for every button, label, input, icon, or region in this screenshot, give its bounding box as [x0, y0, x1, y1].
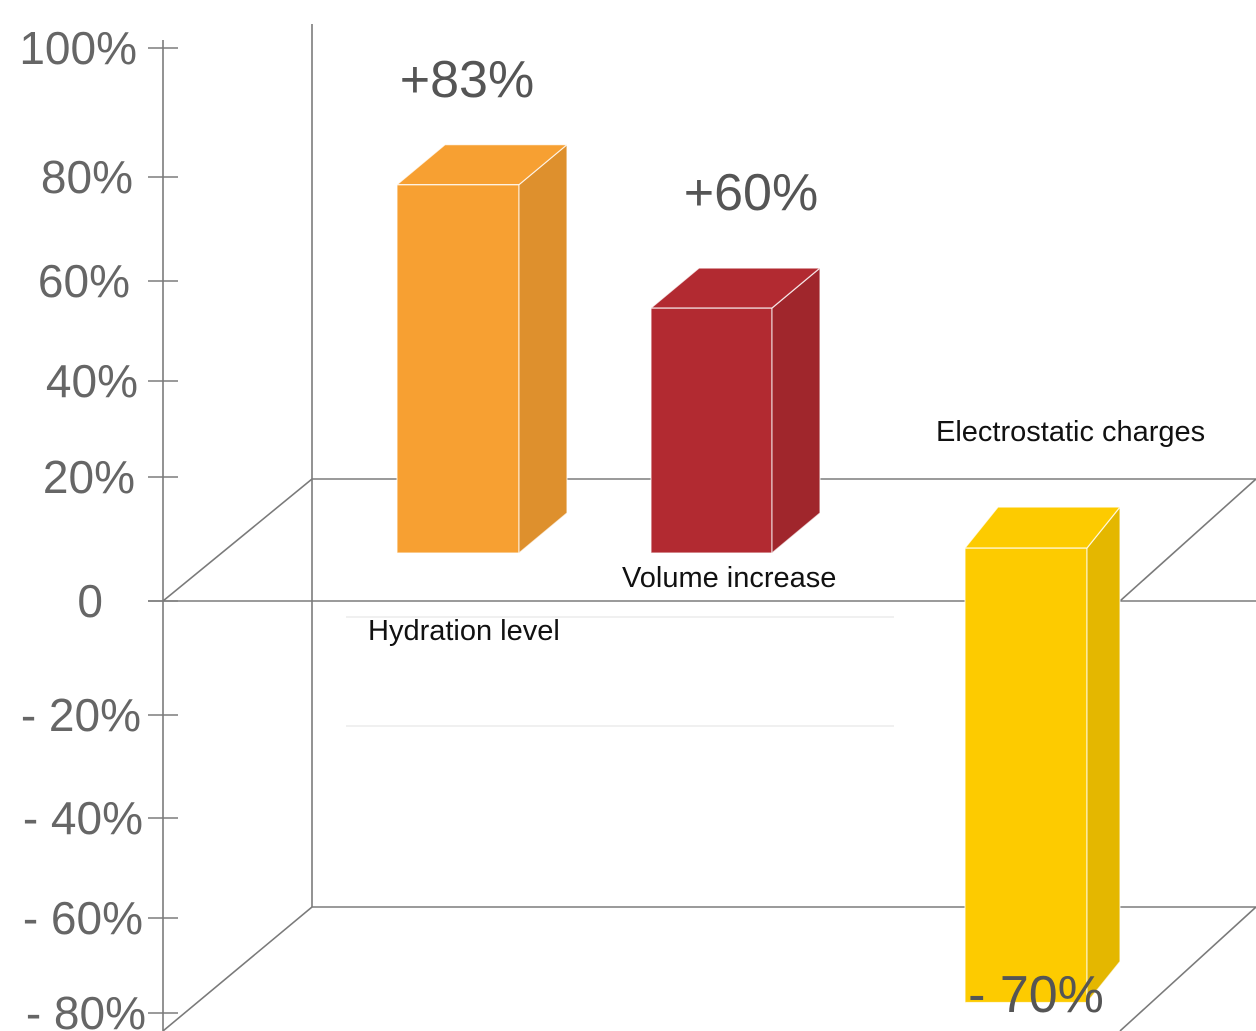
bar-front-face	[964, 547, 1088, 1004]
y-tick-label: 20%	[43, 451, 135, 503]
bar-hydration-level	[395, 143, 569, 555]
y-tick-label: 80%	[41, 151, 133, 203]
bar-side-face	[518, 143, 568, 555]
category-label: Hydration level	[368, 615, 560, 647]
zero-plane-right-edge	[1119, 478, 1256, 602]
y-tick-label: 40%	[46, 355, 138, 407]
floor-right-edge	[1119, 906, 1256, 1031]
y-tick-label: - 40%	[23, 792, 143, 844]
y-tick-label: 100%	[19, 22, 137, 74]
bar-top-face	[963, 506, 1122, 549]
data-label: - 70%	[968, 966, 1104, 1024]
y-tick-label: - 60%	[23, 892, 143, 944]
bar-electrostatic-charges	[963, 505, 1122, 1005]
data-label: +60%	[684, 164, 818, 222]
y-tick-label: 60%	[38, 255, 130, 307]
bar-front-face	[396, 184, 520, 554]
bar-side-face	[771, 266, 821, 555]
y-tick-label: - 20%	[21, 689, 141, 741]
floor-left-edge	[162, 906, 313, 1031]
bar-top-face	[649, 267, 822, 309]
category-label: Electrostatic charges	[936, 416, 1205, 448]
y-axis-ticks: 100% 80% 60% 40% 20% 0 - 20% - 40% - 60% - 80%	[19, 22, 178, 1031]
data-label: +83%	[400, 51, 534, 109]
bar-top-face	[395, 144, 569, 186]
bar-front-face	[650, 307, 773, 554]
bar-side-face	[1086, 505, 1121, 1005]
y-tick-label: 0	[77, 575, 103, 627]
labels: +83% +60% - 70% Hydration level Volume incre…	[368, 51, 1205, 1024]
bar-volume-increase	[649, 266, 822, 555]
category-label: Volume increase	[622, 562, 836, 594]
y-tick-label: - 80%	[26, 987, 146, 1031]
bars	[395, 143, 1122, 1005]
zero-plane-left-edge	[162, 478, 313, 602]
